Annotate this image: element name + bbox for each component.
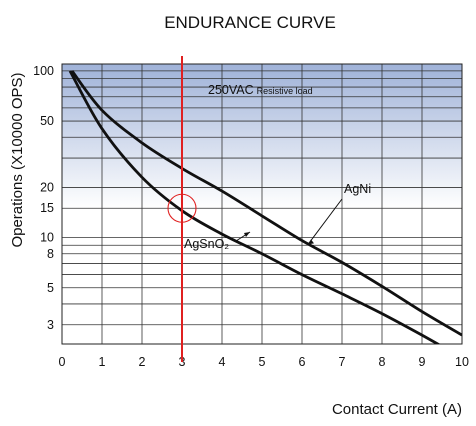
- series-arrow-agni: [308, 239, 314, 245]
- y-tick-label: 15: [40, 201, 54, 215]
- y-tick-label: 100: [33, 64, 54, 78]
- x-axis-label: Contact Current (A): [332, 401, 462, 418]
- series-line-1: [68, 70, 441, 344]
- band-label-main: 250VAC: [208, 83, 254, 97]
- chart-title: ENDURANCE CURVE: [164, 13, 336, 32]
- y-axis-label: Operations (X10000 OPS): [9, 72, 26, 247]
- x-tick-label: 8: [379, 355, 386, 369]
- x-tick-label: 10: [455, 355, 469, 369]
- x-tick-label: 4: [219, 355, 226, 369]
- series-label-agni: AgNi: [344, 182, 371, 196]
- series-line-0: [70, 70, 462, 337]
- series-arrow-agsno2: [244, 232, 250, 237]
- y-tick-label: 3: [47, 318, 54, 332]
- x-tick-label: 6: [299, 355, 306, 369]
- x-tick-label: 7: [339, 355, 346, 369]
- x-tick-label: 5: [259, 355, 266, 369]
- y-tick-label: 8: [47, 247, 54, 261]
- marker-circle: [167, 193, 197, 223]
- x-tick-labels: 012345678910: [59, 355, 469, 369]
- series-lines: [68, 70, 462, 344]
- band-label-small: Resistive load: [257, 86, 313, 96]
- x-tick-label: 0: [59, 355, 66, 369]
- y-tick-label: 50: [40, 114, 54, 128]
- y-tick-label: 20: [40, 180, 54, 194]
- x-tick-label: 2: [139, 355, 146, 369]
- y-tick-label: 5: [47, 281, 54, 295]
- series-label-agsno2: AgSnO₂: [184, 237, 229, 251]
- band-annotation: 250VAC Resistive load: [208, 83, 313, 97]
- x-tick-label: 1: [99, 355, 106, 369]
- y-tick-labels: 3 5 8 10 15 20 50 100: [33, 64, 54, 332]
- series-labels: AgNi AgSnO₂: [184, 182, 371, 251]
- y-tick-label: 10: [40, 231, 54, 245]
- x-tick-label: 9: [419, 355, 426, 369]
- plot-frame: [61, 63, 463, 345]
- series-leader-agni: [307, 198, 343, 245]
- marker-layer: [167, 56, 197, 362]
